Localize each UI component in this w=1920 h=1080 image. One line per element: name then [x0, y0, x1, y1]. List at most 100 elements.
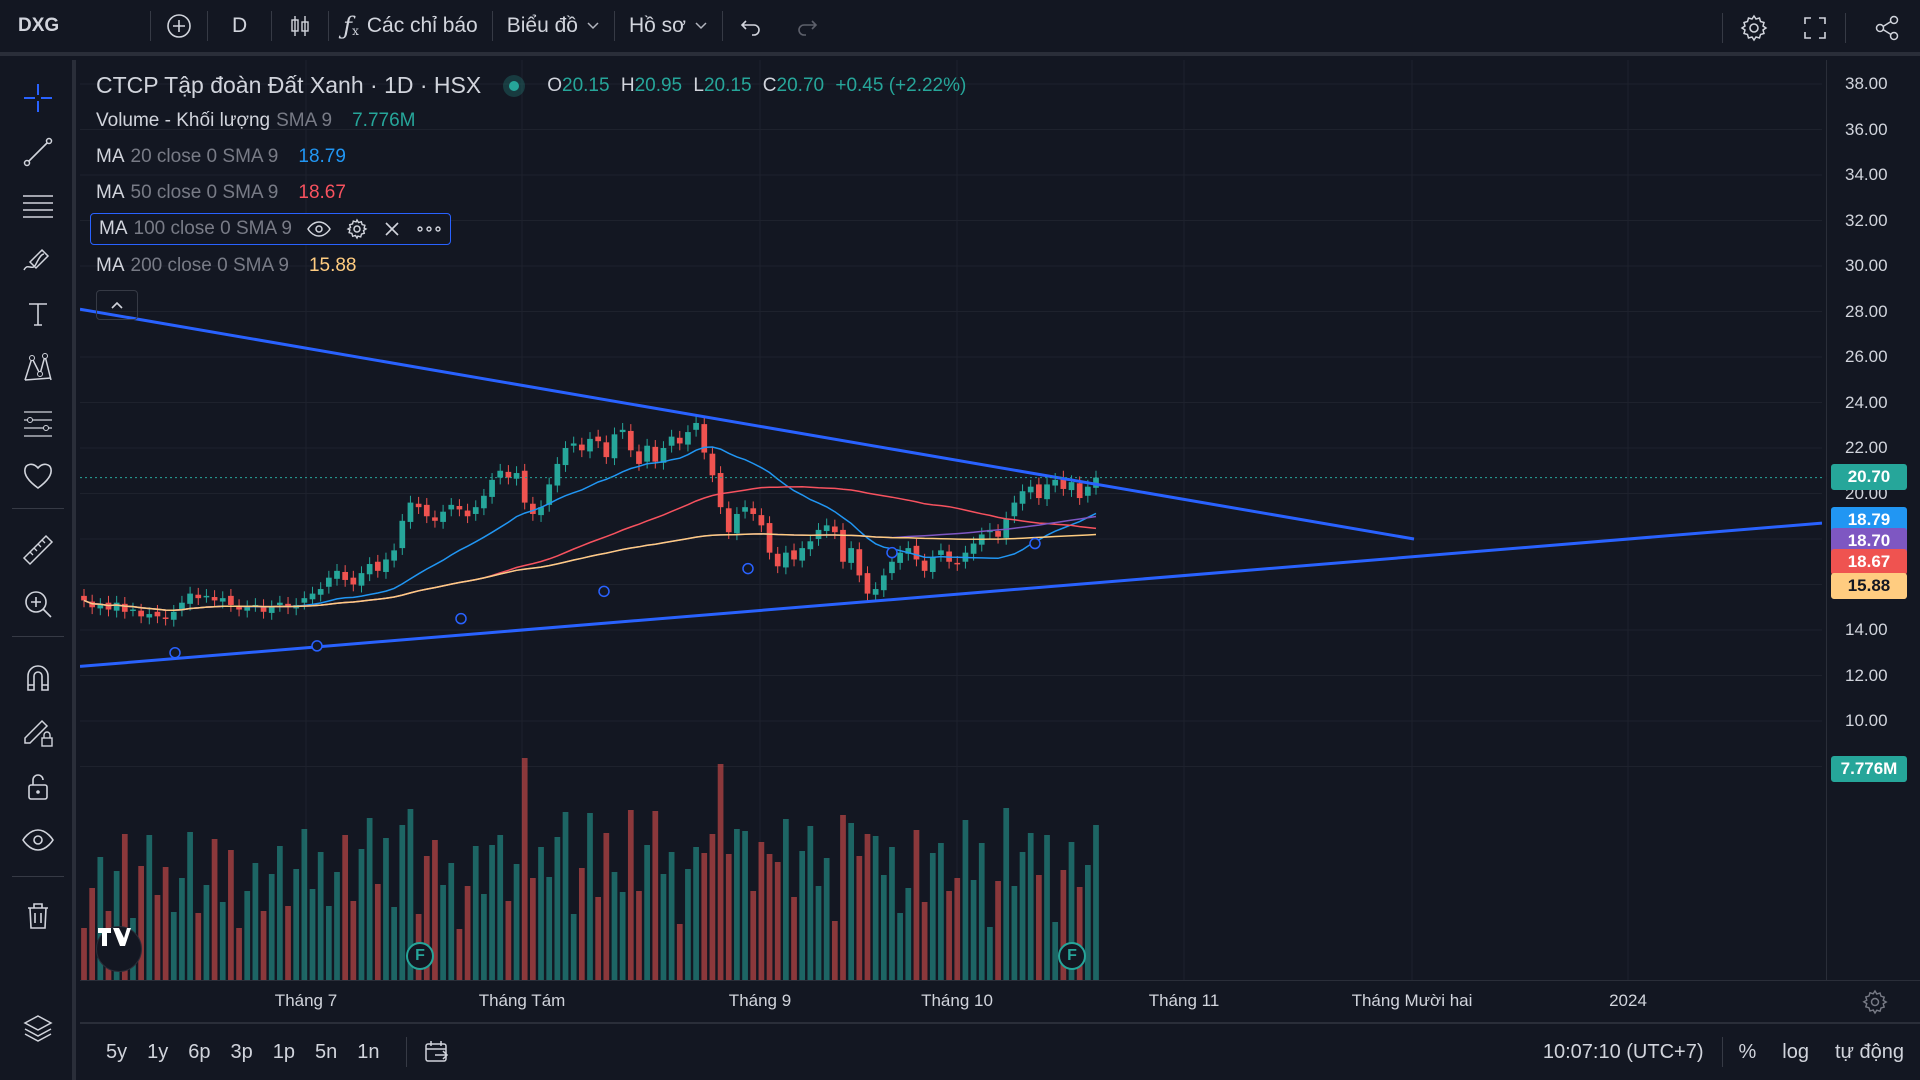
legend-ma200[interactable]: MA 200 close 0 SMA 9 15.88: [96, 255, 356, 277]
divider: [12, 508, 64, 509]
candle-body: [505, 471, 512, 478]
candle-body: [309, 593, 316, 600]
ohlc-open: 20.15: [562, 74, 610, 96]
price-axis[interactable]: 38.00 36.00 34.00 32.00 30.00 28.00 26.00 24.00…: [1826, 60, 1920, 980]
share-button[interactable]: [1846, 0, 1920, 56]
candle-body: [464, 510, 471, 517]
indicator-settings-button[interactable]: [346, 218, 368, 240]
price-tick-label: 36.00: [1845, 119, 1888, 139]
hide-drawings-tool[interactable]: [18, 820, 58, 860]
crosshair-tool[interactable]: [18, 78, 58, 118]
price-tag: 15.88: [1831, 573, 1907, 599]
candle-body: [783, 552, 789, 568]
volume-bar: [366, 818, 373, 980]
volume-bar: [693, 847, 699, 980]
legend-ma100[interactable]: MA 100 close 0 SMA 9: [90, 213, 451, 245]
volume-bar: [236, 928, 242, 980]
text-tool[interactable]: [18, 294, 58, 334]
candle-body: [660, 448, 667, 463]
volume-bar: [644, 845, 650, 980]
zoom-tool[interactable]: [18, 584, 58, 624]
object-tree-button[interactable]: [18, 1008, 58, 1048]
chart-settings-button[interactable]: [1862, 989, 1888, 1020]
profile-menu-button[interactable]: Hồ sơ: [615, 0, 722, 54]
auto-scale-button[interactable]: tự động: [1835, 1040, 1904, 1063]
ma50-line: [83, 486, 1097, 612]
volume-bar: [897, 913, 903, 980]
candle-body: [587, 438, 593, 452]
symbol-search-button[interactable]: DXG: [18, 15, 60, 36]
divider: [207, 11, 208, 41]
forecast-tool[interactable]: [18, 402, 58, 442]
indicator-params: 20 close 0 SMA 9: [130, 146, 279, 167]
range-1d-button[interactable]: 1n: [357, 1040, 380, 1063]
collapse-legend-button[interactable]: [96, 290, 138, 320]
volume-bar: [301, 829, 308, 980]
price-chart[interactable]: [80, 60, 1822, 980]
remove-indicator-button[interactable]: [382, 219, 402, 239]
candle-body: [472, 507, 479, 514]
volume-bar: [530, 878, 536, 980]
favorites-tool[interactable]: [18, 456, 58, 496]
price-tick-label: 24.00: [1845, 392, 1888, 412]
range-5y-button[interactable]: 5y: [106, 1040, 128, 1063]
range-3m-button[interactable]: 3p: [230, 1040, 253, 1063]
indicators-label: Các chỉ báo: [366, 14, 478, 37]
pencil-lock-icon: [24, 719, 53, 747]
candle-body: [905, 548, 912, 554]
redo-button[interactable]: [779, 0, 835, 54]
volume-bar: [481, 894, 487, 980]
ma200-line: [83, 533, 1097, 612]
brush-tool[interactable]: [18, 240, 58, 280]
undo-button[interactable]: [723, 0, 779, 54]
ohlc-low: 20.15: [703, 74, 752, 96]
more-button[interactable]: [416, 224, 442, 234]
market-status-icon[interactable]: [503, 74, 526, 97]
candle-body: [456, 506, 463, 510]
chart-pane[interactable]: F F: [80, 60, 1822, 980]
legend-volume[interactable]: Volume - Khối lượng SMA 9 7.776M: [96, 110, 415, 132]
stay-in-drawing-tool[interactable]: [18, 712, 58, 752]
remove-drawings-tool[interactable]: [18, 896, 58, 936]
candle-body: [334, 570, 340, 579]
lock-drawings-tool[interactable]: [18, 766, 58, 806]
chart-menu-button[interactable]: Biểu đồ: [493, 0, 614, 54]
percent-scale-button[interactable]: %: [1738, 1040, 1757, 1063]
candle-body: [121, 603, 128, 612]
timezone-button[interactable]: 10:07:10 (UTC+7): [1542, 1040, 1704, 1063]
range-1m-button[interactable]: 1p: [272, 1040, 295, 1063]
interval-button[interactable]: D: [232, 14, 248, 37]
legend-main-series[interactable]: CTCP Tập đoàn Đất Xanh · 1D · HSX O20.15…: [96, 72, 966, 99]
settings-button[interactable]: [1723, 0, 1785, 56]
financials-event-marker[interactable]: F: [406, 942, 434, 970]
legend-ma20[interactable]: MA 20 close 0 SMA 9 18.79: [96, 146, 346, 168]
tradingview-logo[interactable]: [96, 926, 142, 972]
chart-type-button[interactable]: [272, 0, 328, 54]
log-scale-button[interactable]: log: [1782, 1040, 1809, 1063]
volume-bar: [81, 928, 87, 980]
fib-tool[interactable]: [18, 186, 58, 226]
goto-date-button[interactable]: [423, 1039, 451, 1065]
range-6m-button[interactable]: 6p: [188, 1040, 211, 1063]
measure-tool[interactable]: [18, 530, 58, 570]
candle-body: [219, 598, 226, 602]
candle-body: [807, 541, 814, 550]
time-axis[interactable]: Tháng 7 Tháng Tám Tháng 9 Tháng 10 Tháng…: [80, 980, 1920, 1022]
volume-bar: [497, 835, 504, 980]
volume-bar: [742, 831, 748, 980]
magnet-tool[interactable]: [18, 658, 58, 698]
pattern-tool[interactable]: [18, 348, 58, 388]
volume-bar: [660, 874, 667, 980]
candle-body: [1093, 477, 1099, 488]
show-hide-button[interactable]: [306, 218, 332, 240]
trend-line-tool[interactable]: [18, 132, 58, 172]
legend-ma50[interactable]: MA 50 close 0 SMA 9 18.67: [96, 182, 346, 204]
candle-body: [481, 495, 487, 509]
financials-event-marker[interactable]: F: [1058, 942, 1086, 970]
fullscreen-button[interactable]: [1785, 0, 1845, 56]
range-5d-button[interactable]: 5n: [315, 1040, 338, 1063]
range-1y-button[interactable]: 1y: [147, 1040, 169, 1063]
price-tick-label: 14.00: [1845, 620, 1888, 639]
compare-button[interactable]: [151, 0, 207, 54]
